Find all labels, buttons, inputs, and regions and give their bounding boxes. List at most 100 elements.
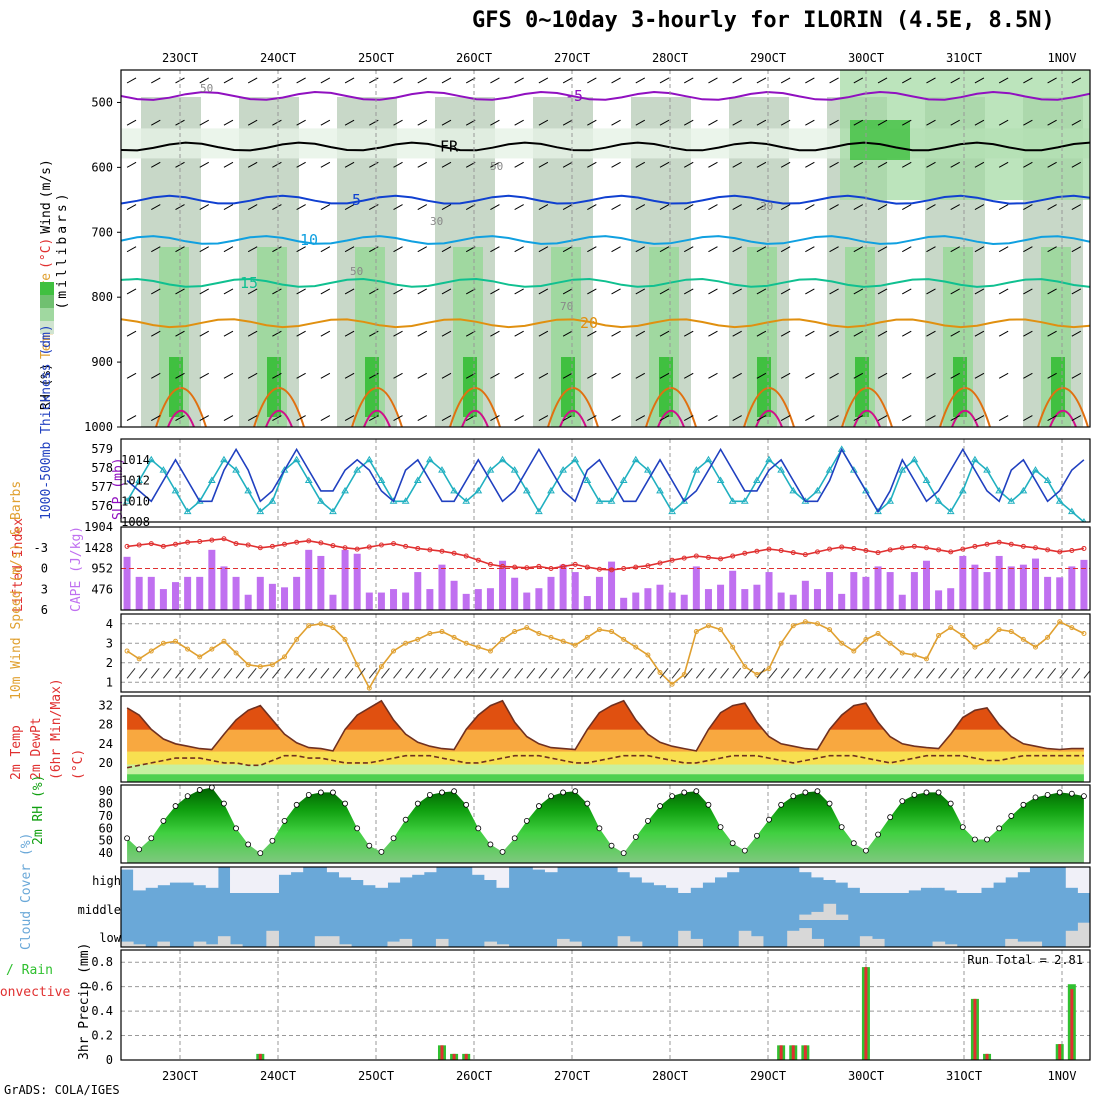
wind-barb: [247, 288, 258, 295]
wind-barb: [635, 415, 646, 421]
cape-bar: [135, 576, 143, 610]
cloud-clear: [326, 867, 340, 873]
pressure-tick-label: 500: [91, 95, 113, 109]
wind-barb: [223, 668, 233, 679]
thickness-point: [983, 466, 991, 473]
wind-barb: [320, 668, 330, 679]
wind-barb: [417, 246, 427, 253]
wind-barb: [780, 246, 791, 253]
wind-speed-point: [633, 644, 639, 650]
wind-barb: [586, 668, 596, 679]
cape-bar: [220, 566, 228, 610]
cape-bar: [559, 564, 567, 610]
rh-point: [620, 850, 627, 856]
wind-barb: [659, 415, 670, 421]
wind-barb: [175, 246, 185, 253]
cape-bar: [608, 561, 616, 610]
wind-barb: [538, 288, 549, 295]
wind-barb: [708, 330, 718, 337]
cape-bar: [680, 594, 688, 610]
wind-barb: [635, 372, 646, 379]
rh-point: [911, 792, 918, 798]
rh-point: [887, 814, 894, 821]
thickness-point: [668, 507, 677, 515]
lifted-index-point: [633, 564, 639, 570]
wind-speed-point: [1057, 619, 1063, 625]
wind-speed-point: [500, 636, 506, 642]
wind-barb: [490, 415, 500, 421]
lifted-index-point: [936, 547, 942, 553]
cape-plot: [121, 536, 1090, 610]
cloud-cell: [787, 930, 800, 947]
wind-barb: [756, 77, 767, 84]
isotherm-line: [121, 194, 1090, 205]
thickness-point: [728, 497, 737, 504]
cape-bar: [583, 596, 591, 610]
wind-speed-point: [839, 640, 845, 646]
thickness-point: [595, 497, 604, 504]
temp-ylabel-part: (°C): [71, 749, 86, 780]
wind-barb: [490, 372, 500, 379]
wind-barb: [199, 204, 209, 210]
rh-point: [208, 785, 215, 791]
wind-barb: [865, 668, 875, 679]
wind-barb: [853, 119, 864, 126]
wind-barb: [611, 288, 621, 295]
wind-barb: [272, 246, 282, 253]
wind-barb: [296, 161, 306, 168]
cape-bar: [365, 592, 373, 610]
cloud-clear: [230, 867, 243, 893]
isotherm-30: [559, 409, 587, 427]
slp-line: [126, 447, 1085, 514]
panel-frame: [120, 949, 1091, 1061]
rh-point: [947, 800, 954, 807]
wind-barb: [441, 161, 452, 168]
lifted-index-point: [657, 560, 663, 566]
wind-barb: [126, 668, 136, 679]
lifted-index-point: [584, 564, 590, 570]
cape-bar: [244, 594, 252, 610]
precip-conv-bar: [779, 1045, 783, 1060]
wind-barb: [683, 204, 694, 210]
rh-core: [1051, 357, 1065, 417]
thickness-point: [353, 466, 362, 473]
thickness-point: [341, 486, 349, 494]
wind-barb: [405, 668, 415, 679]
wind-barb: [417, 330, 427, 337]
cape-bar: [426, 589, 434, 610]
rh-point: [390, 835, 397, 842]
rh-point: [850, 840, 857, 847]
wind-barb: [550, 668, 560, 679]
upper-air-plot: -5 FR 5 10 15 20 50 50 30 50 30 70: [121, 70, 1090, 427]
lifted-index-point: [802, 552, 808, 558]
wind-barb: [974, 288, 985, 295]
wind-speed-point: [790, 623, 796, 629]
thickness-point: [365, 455, 374, 463]
rh-point: [426, 792, 433, 798]
lifted-index-point: [209, 537, 215, 543]
cape-bar: [874, 566, 882, 610]
rh-point: [596, 825, 603, 832]
wind-barb: [441, 288, 452, 295]
wind-barb: [490, 668, 499, 679]
wind-barb: [490, 77, 500, 84]
wind-barb: [974, 372, 985, 379]
wind-barb: [1071, 372, 1082, 379]
thickness-point: [413, 476, 422, 483]
pressure-tick-label: 800: [91, 290, 113, 304]
rh-point: [136, 846, 143, 853]
lifted-index-point: [790, 550, 796, 556]
wind-barb: [223, 415, 234, 421]
cloud-clear: [666, 867, 679, 888]
lifted-index-point: [148, 541, 154, 547]
thickness-point: [716, 476, 725, 483]
lifted-index-point: [851, 545, 857, 551]
wind-barb: [587, 330, 597, 337]
rh-tick-label: 60: [99, 821, 113, 835]
wind-barb: [417, 372, 427, 379]
precip-conv-bar: [803, 1045, 807, 1060]
isotherm-25: [253, 387, 305, 427]
wind-barb: [175, 204, 185, 210]
cloud-cell: [1029, 941, 1043, 947]
wind-barb: [417, 204, 427, 210]
